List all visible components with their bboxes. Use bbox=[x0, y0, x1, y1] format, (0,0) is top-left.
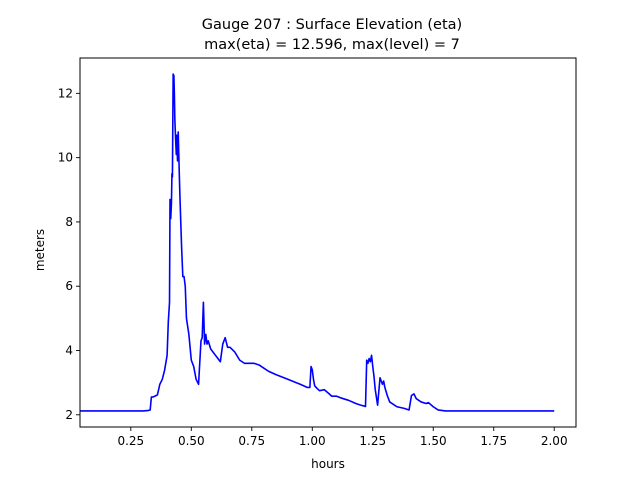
y-tick-label: 12 bbox=[58, 86, 73, 100]
chart-title: Gauge 207 : Surface Elevation (eta) bbox=[202, 17, 462, 33]
axis-ticks: 0.25 0.50 0.75 1.00 1.25 1.50 1.75 2.00 2 4 6 8 10 12 bbox=[58, 86, 568, 448]
y-tick-label: 6 bbox=[65, 279, 73, 293]
x-tick-label: 1.00 bbox=[299, 434, 326, 448]
x-tick-label: 0.50 bbox=[178, 434, 205, 448]
x-tick-label: 2.00 bbox=[541, 434, 568, 448]
x-axis-label: hours bbox=[311, 457, 345, 471]
y-tick-label: 2 bbox=[65, 408, 73, 422]
x-tick-label: 0.75 bbox=[238, 434, 265, 448]
y-axis-label: meters bbox=[33, 229, 47, 271]
x-tick-label: 0.25 bbox=[117, 434, 144, 448]
series-line-0 bbox=[80, 73, 555, 412]
y-tick-label: 4 bbox=[65, 344, 73, 358]
x-tick-label: 1.75 bbox=[480, 434, 507, 448]
x-tick-label: 1.50 bbox=[420, 434, 447, 448]
y-tick-label: 10 bbox=[58, 151, 73, 165]
y-tick-label: 8 bbox=[65, 215, 73, 229]
plot-frame bbox=[79, 57, 577, 428]
plot-area bbox=[80, 73, 555, 412]
x-tick-label: 1.25 bbox=[359, 434, 386, 448]
chart-subtitle: max(eta) = 12.596, max(level) = 7 bbox=[204, 37, 460, 53]
